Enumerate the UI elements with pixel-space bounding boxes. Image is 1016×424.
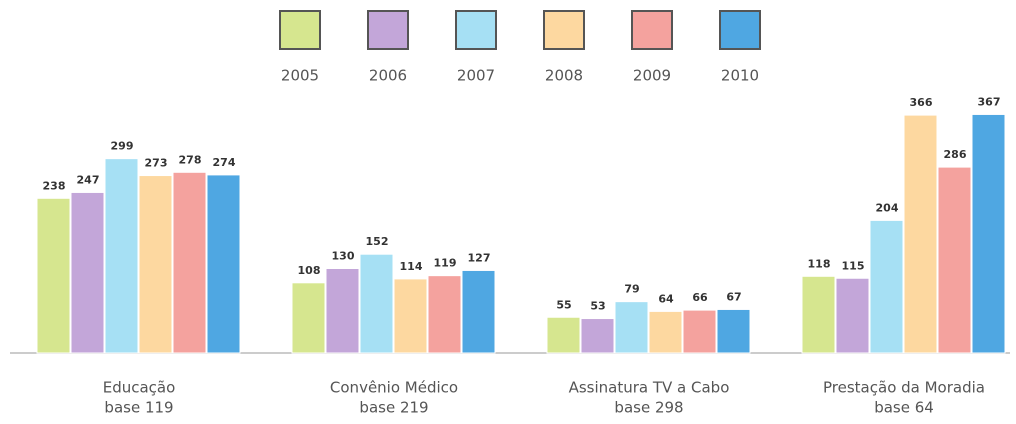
- value-label: 367: [978, 95, 1001, 108]
- legend-swatch: [719, 10, 761, 50]
- bar: [461, 269, 496, 354]
- legend-label: 2009: [633, 67, 671, 85]
- bar: [937, 166, 972, 354]
- category-base: base 219: [359, 399, 428, 417]
- value-label: 152: [366, 235, 389, 248]
- category-base: base 119: [104, 399, 173, 417]
- value-label: 286: [944, 148, 967, 161]
- bar: [716, 308, 751, 354]
- legend-label: 2010: [721, 67, 759, 85]
- category-base: base 298: [614, 399, 683, 417]
- legend-label: 2007: [457, 67, 495, 85]
- value-label: 274: [213, 156, 236, 169]
- bar: [393, 278, 428, 354]
- bar: [104, 158, 139, 354]
- legend-swatch: [543, 10, 585, 50]
- bar: [325, 268, 360, 354]
- value-label: 108: [298, 264, 321, 277]
- bar: [801, 275, 836, 354]
- bar: [427, 275, 462, 354]
- legend-label: 2006: [369, 67, 407, 85]
- value-label: 273: [145, 157, 168, 170]
- value-label: 114: [400, 260, 423, 273]
- bar: [546, 316, 581, 354]
- bar: [206, 174, 241, 354]
- bar: [359, 253, 394, 354]
- bar: [36, 197, 71, 354]
- category-label: Prestação da Moradia: [823, 379, 985, 397]
- bar: [172, 171, 207, 354]
- value-label: 127: [468, 251, 491, 264]
- value-label: 64: [658, 292, 674, 305]
- bar: [903, 114, 938, 354]
- value-label: 299: [111, 140, 134, 153]
- category-label: Assinatura TV a Cabo: [569, 379, 730, 397]
- bar: [648, 310, 683, 354]
- bar: [869, 219, 904, 354]
- value-label: 53: [590, 300, 605, 313]
- value-label: 366: [910, 96, 933, 109]
- bar: [835, 277, 870, 354]
- value-label: 247: [77, 173, 100, 186]
- value-label: 66: [692, 291, 708, 304]
- legend-swatch: [455, 10, 497, 50]
- category-base: base 64: [874, 399, 934, 417]
- bar: [971, 113, 1006, 354]
- value-label: 55: [556, 298, 571, 311]
- value-label: 238: [43, 179, 66, 192]
- legend-swatch: [279, 10, 321, 50]
- bar: [291, 282, 326, 354]
- category-label: Educação: [103, 379, 176, 397]
- legend-swatch: [367, 10, 409, 50]
- value-label: 115: [842, 259, 865, 272]
- bar: [682, 309, 717, 354]
- category-label: Convênio Médico: [330, 379, 458, 397]
- legend-swatch: [631, 10, 673, 50]
- bar: [614, 301, 649, 354]
- legend-label: 2008: [545, 67, 583, 85]
- value-label: 67: [726, 290, 741, 303]
- value-label: 119: [434, 257, 457, 270]
- bar: [138, 175, 173, 354]
- value-label: 204: [876, 201, 899, 214]
- value-label: 130: [332, 250, 355, 263]
- legend-label: 2005: [281, 67, 319, 85]
- value-label: 79: [624, 283, 639, 296]
- value-label: 118: [808, 257, 831, 270]
- bar: [580, 318, 615, 354]
- value-label: 278: [179, 153, 202, 166]
- bar: [70, 191, 105, 354]
